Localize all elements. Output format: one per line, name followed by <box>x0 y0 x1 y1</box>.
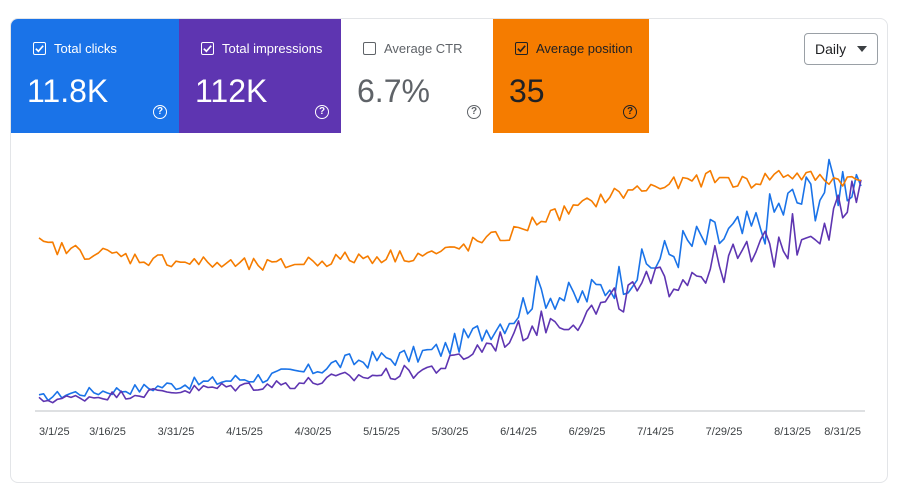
x-tick-label: 6/14/25 <box>500 426 537 438</box>
card-total-clicks[interactable]: Total clicks 11.8K ? <box>11 19 179 133</box>
help-icon[interactable]: ? <box>467 105 481 119</box>
range-dropdown[interactable]: Daily <box>804 33 878 65</box>
card-label: Average CTR <box>384 41 463 56</box>
card-value: 6.7% <box>357 73 430 109</box>
x-tick-label: 8/13/25 <box>774 426 811 438</box>
caret-down-icon <box>857 46 867 52</box>
card-header: Average position <box>515 41 633 56</box>
help-icon[interactable]: ? <box>623 105 637 119</box>
card-average-position[interactable]: Average position 35 ? <box>493 19 649 133</box>
performance-panel: Total clicks 11.8K ? Total impressions 1… <box>10 18 888 483</box>
card-header: Total clicks <box>33 41 117 56</box>
card-average-ctr[interactable]: Average CTR 6.7% ? <box>341 19 493 133</box>
card-header: Total impressions <box>201 41 322 56</box>
series-layer <box>38 158 862 404</box>
card-value: 11.8K <box>27 73 109 109</box>
card-value: 35 <box>509 73 545 109</box>
checkbox-checked-icon[interactable] <box>33 42 46 55</box>
x-tick-label: 5/15/25 <box>363 426 400 438</box>
x-tick-label: 8/31/25 <box>824 426 861 438</box>
card-label: Average position <box>536 41 633 56</box>
range-dropdown-value: Daily <box>815 41 847 57</box>
x-tick-label: 6/29/25 <box>569 426 606 438</box>
x-tick-label: 3/16/25 <box>89 426 126 438</box>
line-chart: 3/1/25 3/16/25 3/31/25 4/15/25 4/30/25 5/15/2… <box>35 158 865 438</box>
x-tick-label: 5/30/25 <box>432 426 469 438</box>
series-line-position <box>38 169 862 271</box>
x-tick-label: 3/31/25 <box>158 426 195 438</box>
x-tick-label: 4/30/25 <box>295 426 332 438</box>
card-label: Total clicks <box>54 41 117 56</box>
help-icon[interactable]: ? <box>315 105 329 119</box>
x-tick-label: 3/1/25 <box>39 426 70 438</box>
metric-cards: Total clicks 11.8K ? Total impressions 1… <box>11 19 649 133</box>
help-icon[interactable]: ? <box>153 105 167 119</box>
checkbox-checked-icon[interactable] <box>201 42 214 55</box>
x-tick-label: 4/15/25 <box>226 426 263 438</box>
x-tick-label: 7/14/25 <box>637 426 674 438</box>
x-tick-label: 7/29/25 <box>706 426 743 438</box>
checkbox-checked-icon[interactable] <box>515 42 528 55</box>
card-header: Average CTR <box>363 41 463 56</box>
series-line-clicks <box>38 158 862 402</box>
series-line-impressions <box>38 179 862 404</box>
checkbox-unchecked-icon[interactable] <box>363 42 376 55</box>
card-total-impressions[interactable]: Total impressions 112K ? <box>179 19 341 133</box>
card-value: 112K <box>195 73 268 109</box>
card-label: Total impressions <box>222 41 323 56</box>
x-axis-ticks: 3/1/25 3/16/25 3/31/25 4/15/25 4/30/25 5/15/2… <box>39 426 861 438</box>
